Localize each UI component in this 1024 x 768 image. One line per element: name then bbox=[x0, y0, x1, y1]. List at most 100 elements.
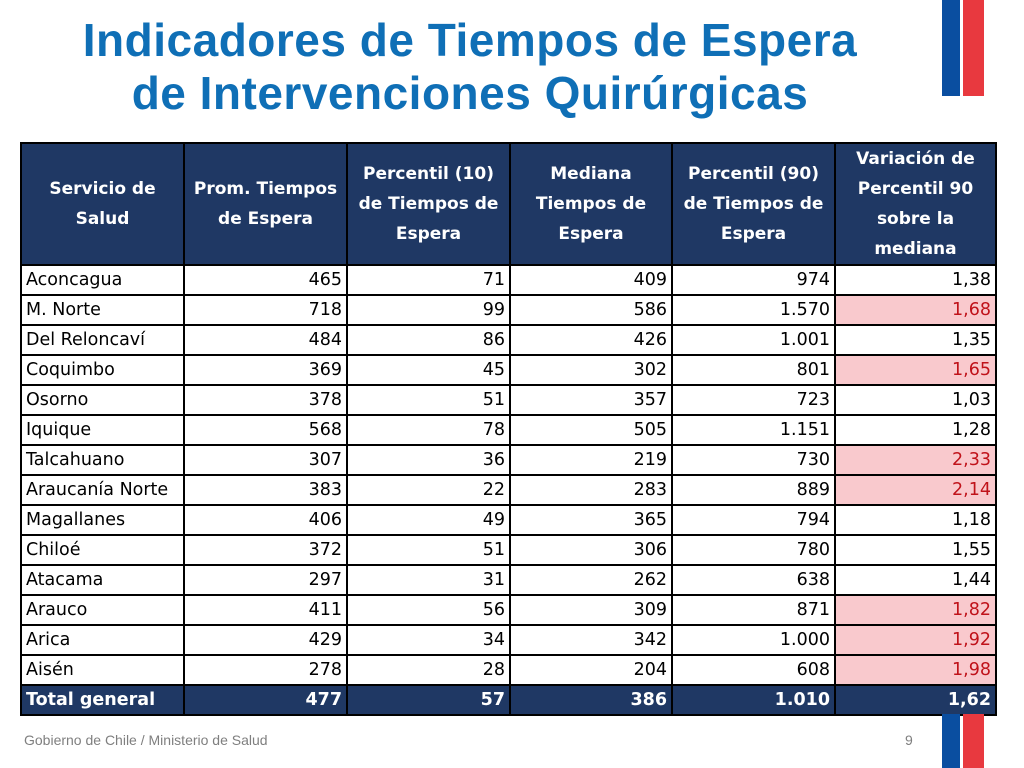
table-row: Del Reloncaví 484 86 426 1.001 1,35 bbox=[20, 324, 997, 356]
total-variacion: 1,62 bbox=[834, 684, 997, 716]
table-row: Arauco 411 56 309 871 1,82 bbox=[20, 594, 997, 626]
cell-p90: 794 bbox=[671, 504, 836, 536]
cell-prom: 429 bbox=[183, 624, 348, 656]
cell-prom: 406 bbox=[183, 504, 348, 536]
table-row: Coquimbo 369 45 302 801 1,65 bbox=[20, 354, 997, 386]
table-total-row: Total general 477 57 386 1.010 1,62 bbox=[20, 684, 997, 716]
cell-variacion: 1,35 bbox=[834, 324, 997, 356]
waiting-times-table: Servicio de Salud Prom. Tiempos de Esper… bbox=[20, 142, 997, 716]
cell-servicio: Del Reloncaví bbox=[20, 324, 185, 356]
cell-variacion: 1,44 bbox=[834, 564, 997, 596]
page-title: Indicadores de Tiempos de Espera de Inte… bbox=[0, 14, 940, 120]
cell-mediana: 342 bbox=[509, 624, 673, 656]
header-promedio: Prom. Tiempos de Espera bbox=[183, 142, 348, 266]
flag-decoration-bottom bbox=[942, 714, 984, 768]
title-line-1: Indicadores de Tiempos de Espera bbox=[82, 14, 858, 66]
cell-servicio: Chiloé bbox=[20, 534, 185, 566]
cell-p90: 638 bbox=[671, 564, 836, 596]
cell-mediana: 219 bbox=[509, 444, 673, 476]
cell-variacion: 1,68 bbox=[834, 294, 997, 326]
flag-blue-stripe bbox=[942, 714, 960, 768]
header-servicio: Servicio de Salud bbox=[20, 142, 185, 266]
flag-red-stripe bbox=[963, 0, 984, 96]
cell-servicio: Talcahuano bbox=[20, 444, 185, 476]
header-mediana: Mediana Tiempos de Espera bbox=[509, 142, 673, 266]
cell-prom: 378 bbox=[183, 384, 348, 416]
flag-decoration-top bbox=[942, 0, 984, 96]
cell-p90: 1.000 bbox=[671, 624, 836, 656]
cell-mediana: 586 bbox=[509, 294, 673, 326]
cell-servicio: Araucanía Norte bbox=[20, 474, 185, 506]
cell-servicio: Coquimbo bbox=[20, 354, 185, 386]
cell-prom: 278 bbox=[183, 654, 348, 686]
table-row: Chiloé 372 51 306 780 1,55 bbox=[20, 534, 997, 566]
cell-p10: 71 bbox=[346, 264, 511, 296]
cell-p90: 723 bbox=[671, 384, 836, 416]
header-variacion: Variación de Percentil 90 sobre la media… bbox=[834, 142, 997, 266]
cell-p90: 974 bbox=[671, 264, 836, 296]
cell-variacion: 1,92 bbox=[834, 624, 997, 656]
cell-prom: 297 bbox=[183, 564, 348, 596]
cell-p90: 1.151 bbox=[671, 414, 836, 446]
cell-variacion: 1,38 bbox=[834, 264, 997, 296]
cell-p10: 51 bbox=[346, 534, 511, 566]
cell-p10: 22 bbox=[346, 474, 511, 506]
cell-prom: 484 bbox=[183, 324, 348, 356]
cell-p90: 1.570 bbox=[671, 294, 836, 326]
cell-p90: 730 bbox=[671, 444, 836, 476]
table-row: M. Norte 718 99 586 1.570 1,68 bbox=[20, 294, 997, 326]
cell-variacion: 1,98 bbox=[834, 654, 997, 686]
cell-prom: 307 bbox=[183, 444, 348, 476]
flag-red-stripe bbox=[963, 714, 984, 768]
cell-mediana: 409 bbox=[509, 264, 673, 296]
table-row: Araucanía Norte 383 22 283 889 2,14 bbox=[20, 474, 997, 506]
cell-prom: 372 bbox=[183, 534, 348, 566]
total-p90: 1.010 bbox=[671, 684, 836, 716]
cell-mediana: 357 bbox=[509, 384, 673, 416]
table-row: Talcahuano 307 36 219 730 2,33 bbox=[20, 444, 997, 476]
cell-p90: 780 bbox=[671, 534, 836, 566]
cell-p10: 31 bbox=[346, 564, 511, 596]
cell-variacion: 1,28 bbox=[834, 414, 997, 446]
cell-mediana: 204 bbox=[509, 654, 673, 686]
cell-servicio: Iquique bbox=[20, 414, 185, 446]
table-row: Atacama 297 31 262 638 1,44 bbox=[20, 564, 997, 596]
header-percentil-90: Percentil (90) de Tiempos de Espera bbox=[671, 142, 836, 266]
cell-servicio: Aisén bbox=[20, 654, 185, 686]
cell-mediana: 283 bbox=[509, 474, 673, 506]
cell-servicio: Osorno bbox=[20, 384, 185, 416]
header-percentil-10: Percentil (10) de Tiempos de Espera bbox=[346, 142, 511, 266]
table-row: Magallanes 406 49 365 794 1,18 bbox=[20, 504, 997, 536]
cell-p10: 34 bbox=[346, 624, 511, 656]
cell-mediana: 309 bbox=[509, 594, 673, 626]
cell-prom: 383 bbox=[183, 474, 348, 506]
table-row: Aisén 278 28 204 608 1,98 bbox=[20, 654, 997, 686]
table-header-row: Servicio de Salud Prom. Tiempos de Esper… bbox=[20, 142, 997, 266]
cell-p10: 28 bbox=[346, 654, 511, 686]
cell-variacion: 1,18 bbox=[834, 504, 997, 536]
cell-mediana: 302 bbox=[509, 354, 673, 386]
total-label: Total general bbox=[20, 684, 185, 716]
table-row: Aconcagua 465 71 409 974 1,38 bbox=[20, 264, 997, 296]
cell-p10: 99 bbox=[346, 294, 511, 326]
cell-p10: 86 bbox=[346, 324, 511, 356]
cell-mediana: 306 bbox=[509, 534, 673, 566]
cell-variacion: 1,65 bbox=[834, 354, 997, 386]
cell-variacion: 2,14 bbox=[834, 474, 997, 506]
cell-servicio: Aconcagua bbox=[20, 264, 185, 296]
footer-text: Gobierno de Chile / Ministerio de Salud bbox=[24, 732, 268, 748]
cell-variacion: 1,03 bbox=[834, 384, 997, 416]
cell-variacion: 1,82 bbox=[834, 594, 997, 626]
cell-prom: 718 bbox=[183, 294, 348, 326]
cell-p10: 45 bbox=[346, 354, 511, 386]
table-row: Osorno 378 51 357 723 1,03 bbox=[20, 384, 997, 416]
cell-p10: 78 bbox=[346, 414, 511, 446]
cell-servicio: M. Norte bbox=[20, 294, 185, 326]
cell-p90: 1.001 bbox=[671, 324, 836, 356]
cell-servicio: Arauco bbox=[20, 594, 185, 626]
cell-p10: 56 bbox=[346, 594, 511, 626]
total-p10: 57 bbox=[346, 684, 511, 716]
cell-p90: 889 bbox=[671, 474, 836, 506]
flag-blue-stripe bbox=[942, 0, 960, 96]
table-row: Iquique 568 78 505 1.151 1,28 bbox=[20, 414, 997, 446]
